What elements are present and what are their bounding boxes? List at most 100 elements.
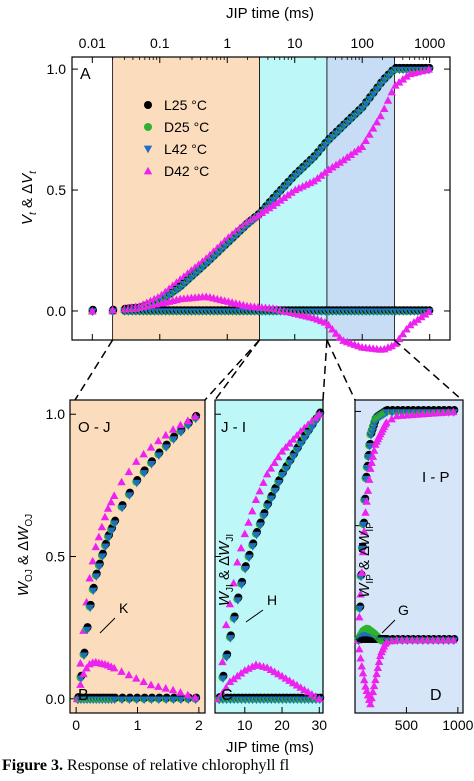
point-d42-w [91, 542, 100, 551]
panel-a: 0.01 0.1 1 10 100 1000 0.0 0.5 1.0 A Vt & ΔVt L2… [19, 35, 451, 353]
point-d42-dw [372, 669, 381, 678]
point-d42-w [449, 407, 458, 416]
point-d42-w [357, 568, 366, 576]
point-l42-w [184, 422, 193, 431]
tick-label-a-x: 1000 [414, 35, 445, 51]
point-d42-dv [331, 329, 341, 337]
point-d42-w [176, 420, 185, 429]
point-d42-w [236, 543, 246, 552]
point-l42-w [98, 553, 107, 561]
point-l42-dw [125, 696, 134, 705]
point-d42-w [225, 599, 235, 608]
point-d42-dw [221, 683, 231, 691]
annotation-h: H [267, 592, 277, 608]
annotation-k: K [119, 600, 129, 616]
point-l42-w [229, 616, 239, 624]
point-d42-v [339, 155, 348, 164]
point-l42-w [169, 436, 178, 444]
point-d42-v [365, 130, 374, 138]
tick-label-x: 2 [195, 717, 203, 733]
point-l42-w [117, 504, 127, 513]
point-d42-v [372, 117, 382, 126]
point-l42-w [226, 635, 235, 643]
point-d42-w [315, 410, 324, 418]
point-d42-v [320, 168, 330, 176]
point-l42-w [293, 447, 302, 455]
point-d42-w [355, 612, 364, 621]
tick-label-a-y: 1.0 [47, 61, 67, 77]
point-d42-dw [360, 675, 369, 684]
point-l42-w [263, 503, 272, 511]
point-d42-dw [371, 675, 380, 684]
point-d42-w [292, 431, 302, 439]
point-l42-v [365, 95, 374, 104]
tick-label-x: 1000 [442, 717, 473, 733]
point-l42-w [82, 626, 92, 635]
point-d42-v [402, 72, 411, 80]
point-l42-w [139, 470, 149, 478]
point-l42-w [365, 443, 374, 451]
point-d42-v [276, 196, 285, 204]
point-l42-w [285, 459, 295, 468]
point-d42-w [244, 518, 253, 526]
point-d42-dw [248, 662, 257, 670]
point-d42-dw [315, 694, 324, 703]
point-d42-w [369, 446, 379, 454]
point-d42-w [218, 657, 227, 666]
tick-label-a-x: 100 [351, 35, 375, 51]
point-d42-dw [176, 688, 185, 696]
panel-a-ylabel: Vt & ΔVt [19, 170, 39, 225]
point-d42-w [229, 578, 238, 587]
point-d42-dv [417, 312, 426, 321]
tick-label-x: 30 [311, 717, 327, 733]
point-l42-v [358, 105, 367, 114]
point-d42-dw [109, 663, 119, 672]
point-d42-v [279, 193, 289, 202]
panel-c-title: J - I [221, 419, 246, 436]
point-l42-w [244, 554, 254, 563]
point-d42-dw [139, 677, 148, 686]
tick-label-y: 0.0 [46, 691, 66, 707]
point-d42-w [168, 425, 178, 433]
point-d42-w [356, 589, 365, 598]
panel-a-letter: A [80, 66, 91, 83]
panel-a-frame [71, 56, 451, 341]
panel-c-letter: C [221, 687, 233, 704]
point-d42-v [328, 162, 337, 171]
point-d42-w [117, 477, 126, 486]
point-d42-dv [328, 324, 337, 333]
point-l42-w [101, 543, 110, 552]
point-d42-v [324, 165, 333, 173]
tick-label-a-x: 10 [287, 35, 303, 51]
panel-d-letter: D [430, 687, 442, 704]
annotation-h-pointer [245, 609, 264, 623]
point-l42-w [89, 587, 98, 596]
panel-b: 0 1 2 0.0 0.5 1.0 O - J B K WOJ & ΔWOJ [15, 399, 206, 733]
point-d42-v [331, 160, 341, 169]
point-d42-v [350, 147, 359, 156]
caption-text: Response of relative chlorophyll fl [67, 757, 290, 774]
point-l42-dw [184, 696, 193, 705]
point-l42-w [267, 495, 276, 504]
point-d42-w [382, 418, 391, 426]
point-d42-dv [88, 306, 97, 315]
point-l42-w [259, 512, 269, 521]
legend-marker-l25 [144, 101, 152, 109]
point-d42-w [240, 529, 249, 538]
point-l42-w [282, 465, 291, 474]
panel-c-ticks: 10 20 30 [215, 413, 327, 733]
point-d42-dw [154, 682, 163, 690]
point-l42-v [369, 91, 378, 99]
caption-label: Figure 3. [2, 757, 64, 774]
point-d42-dv [324, 320, 333, 329]
point-d42-w [221, 620, 231, 629]
point-d42-v [383, 96, 393, 104]
point-l42-dw [169, 696, 178, 705]
zoom-connectors [74, 339, 463, 401]
annotation-g: G [398, 602, 409, 618]
point-d42-dw [117, 667, 126, 675]
point-l42-dw [147, 696, 156, 705]
point-d42-v [272, 198, 281, 207]
point-d42-dw [374, 657, 384, 666]
